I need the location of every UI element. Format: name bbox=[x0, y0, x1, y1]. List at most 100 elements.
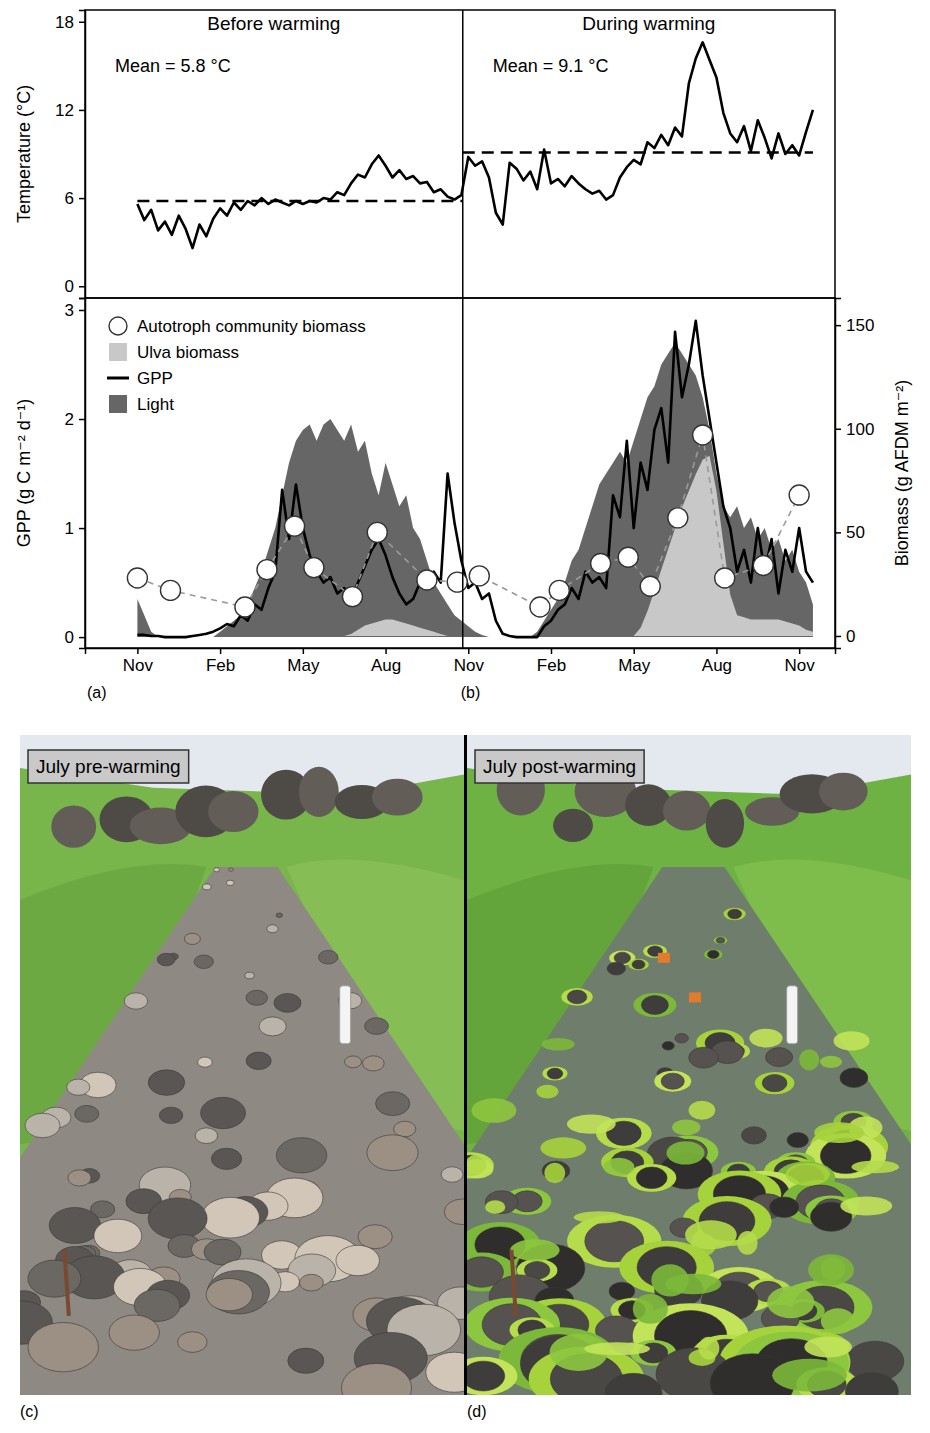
algae bbox=[786, 1163, 830, 1186]
tick-mark bbox=[799, 648, 801, 654]
canvas: 061218Before warmingMean = 5.8 °CDuring … bbox=[0, 0, 930, 1433]
algae bbox=[627, 1164, 676, 1192]
tick-mark bbox=[79, 419, 85, 421]
rock bbox=[607, 962, 625, 975]
point bbox=[257, 560, 277, 580]
legend-label: Autotroph community biomass bbox=[137, 317, 366, 336]
photo-label: July pre-warming bbox=[36, 756, 181, 777]
point bbox=[447, 572, 467, 592]
axis-line bbox=[836, 299, 842, 649]
point bbox=[367, 522, 387, 542]
rock bbox=[675, 1034, 688, 1043]
legend-label: GPP bbox=[137, 369, 173, 388]
tick-label: 50 bbox=[846, 523, 865, 542]
tick-mark bbox=[79, 198, 85, 200]
rock bbox=[28, 1260, 81, 1297]
figure: 061218Before warmingMean = 5.8 °CDuring … bbox=[0, 0, 930, 1433]
tick-label: Aug bbox=[371, 656, 401, 675]
point bbox=[668, 508, 688, 528]
rock bbox=[662, 1042, 674, 1051]
cliff-rock bbox=[372, 779, 423, 816]
area bbox=[137, 343, 813, 637]
tick-mark bbox=[716, 648, 718, 654]
algae bbox=[804, 1336, 852, 1357]
algae bbox=[567, 1115, 616, 1134]
tick: 0 bbox=[835, 627, 855, 646]
rock bbox=[178, 1332, 208, 1353]
algae bbox=[851, 1160, 899, 1173]
axis-line bbox=[86, 649, 836, 655]
rock bbox=[567, 990, 587, 1004]
tick-label: 100 bbox=[846, 420, 874, 439]
algae bbox=[724, 908, 746, 920]
point bbox=[549, 580, 569, 600]
tick: 12 bbox=[55, 101, 85, 120]
rock bbox=[689, 1047, 719, 1068]
tick-label: 150 bbox=[846, 316, 874, 335]
rock bbox=[728, 909, 742, 919]
rock bbox=[276, 1138, 326, 1173]
rock bbox=[762, 1074, 787, 1091]
rock bbox=[245, 972, 254, 979]
stake bbox=[64, 1250, 68, 1316]
tick: 50 bbox=[835, 523, 865, 542]
axis-title: Biomass (g AFDM m⁻²) bbox=[892, 380, 912, 567]
sensor-cap bbox=[658, 953, 670, 963]
algae bbox=[472, 1098, 517, 1123]
rock bbox=[201, 1197, 259, 1238]
rock bbox=[274, 993, 301, 1012]
point bbox=[530, 597, 550, 617]
photo-label-box bbox=[28, 750, 189, 783]
tick-label: 18 bbox=[55, 13, 74, 32]
rock bbox=[211, 1148, 241, 1169]
marker-pole bbox=[787, 986, 798, 1044]
rock bbox=[336, 1245, 379, 1275]
legend-symbol bbox=[109, 317, 127, 335]
cliff-rock bbox=[208, 791, 258, 832]
rock bbox=[363, 1056, 385, 1071]
algae bbox=[698, 1337, 719, 1360]
panel-letter: (b) bbox=[461, 684, 481, 701]
algae bbox=[714, 937, 727, 945]
rock bbox=[49, 1208, 100, 1244]
point bbox=[715, 568, 735, 588]
rock bbox=[444, 1199, 464, 1225]
rock bbox=[341, 1363, 411, 1395]
algae bbox=[755, 1072, 795, 1094]
tick: 3 bbox=[65, 301, 85, 320]
sensor-cap bbox=[689, 992, 701, 1002]
rock bbox=[194, 955, 213, 969]
rock bbox=[299, 1274, 323, 1291]
rock bbox=[28, 1322, 99, 1371]
stake bbox=[511, 1250, 515, 1316]
axis: 061218 bbox=[55, 11, 85, 299]
stream bbox=[467, 867, 911, 1395]
algae bbox=[540, 1137, 586, 1158]
algae bbox=[542, 1067, 567, 1081]
rock bbox=[276, 913, 282, 917]
tick: Aug bbox=[371, 648, 401, 675]
tick: May bbox=[287, 648, 320, 675]
algae bbox=[667, 1141, 705, 1164]
algae bbox=[767, 1286, 814, 1318]
cliff-rock bbox=[819, 773, 868, 811]
rock bbox=[148, 1198, 207, 1239]
rock bbox=[485, 1191, 518, 1214]
tick-label: 2 bbox=[65, 410, 74, 429]
tick: Nov bbox=[785, 648, 816, 675]
tick-label: 12 bbox=[55, 101, 74, 120]
point bbox=[127, 568, 147, 588]
legend: Autotroph community biomassUlva biomassG… bbox=[107, 317, 366, 414]
rock bbox=[75, 1105, 99, 1122]
legend-item: GPP bbox=[107, 369, 173, 388]
stream bbox=[20, 867, 464, 1395]
rock bbox=[246, 990, 268, 1005]
rock bbox=[358, 1225, 392, 1249]
rock bbox=[609, 1282, 635, 1300]
rock bbox=[845, 1373, 898, 1395]
tick: 2 bbox=[65, 410, 85, 429]
point bbox=[789, 485, 809, 505]
axis-line bbox=[79, 11, 86, 299]
plot-frame bbox=[85, 10, 835, 298]
algae bbox=[561, 988, 592, 1006]
